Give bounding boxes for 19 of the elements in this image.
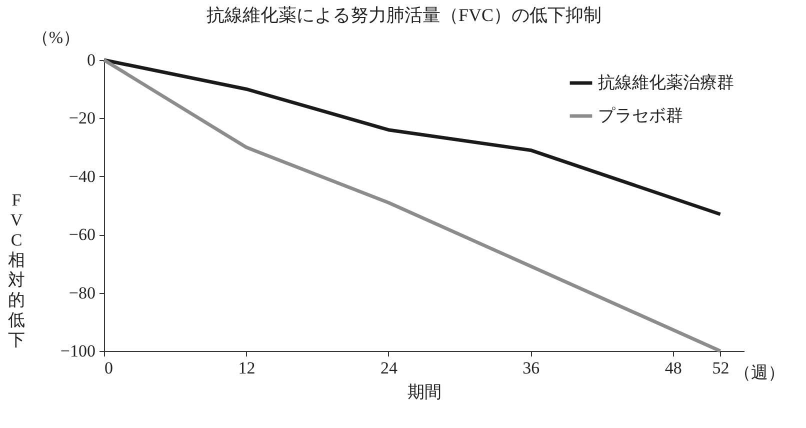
x-axis-title: 期間 (408, 382, 442, 402)
chart-title: 抗線維化薬による努力肺活量（FVC）の低下抑制 (206, 5, 602, 25)
y-tick-label: −60 (68, 225, 96, 244)
y-axis-title: FVC相対的低下 (8, 190, 25, 350)
text: （%） (32, 28, 80, 47)
x-tick-label: 48 (664, 358, 682, 378)
legend-label: 抗線維化薬治療群 (598, 73, 734, 92)
y-tick-label: −20 (68, 108, 96, 128)
x-tick-label: 52 (712, 358, 730, 378)
legend-label: プラセボ群 (598, 106, 683, 125)
x-tick-label: 12 (238, 358, 256, 378)
x-tick-label: 0 (104, 358, 113, 378)
text: （週） (734, 363, 785, 382)
y-tick-label: −40 (68, 166, 96, 186)
y-tick-label: 0 (87, 50, 96, 70)
y-tick-label: −100 (60, 342, 96, 360)
x-tick-label: 24 (380, 358, 398, 378)
y-tick-label: −80 (68, 283, 96, 302)
x-tick-label: 36 (522, 358, 540, 378)
